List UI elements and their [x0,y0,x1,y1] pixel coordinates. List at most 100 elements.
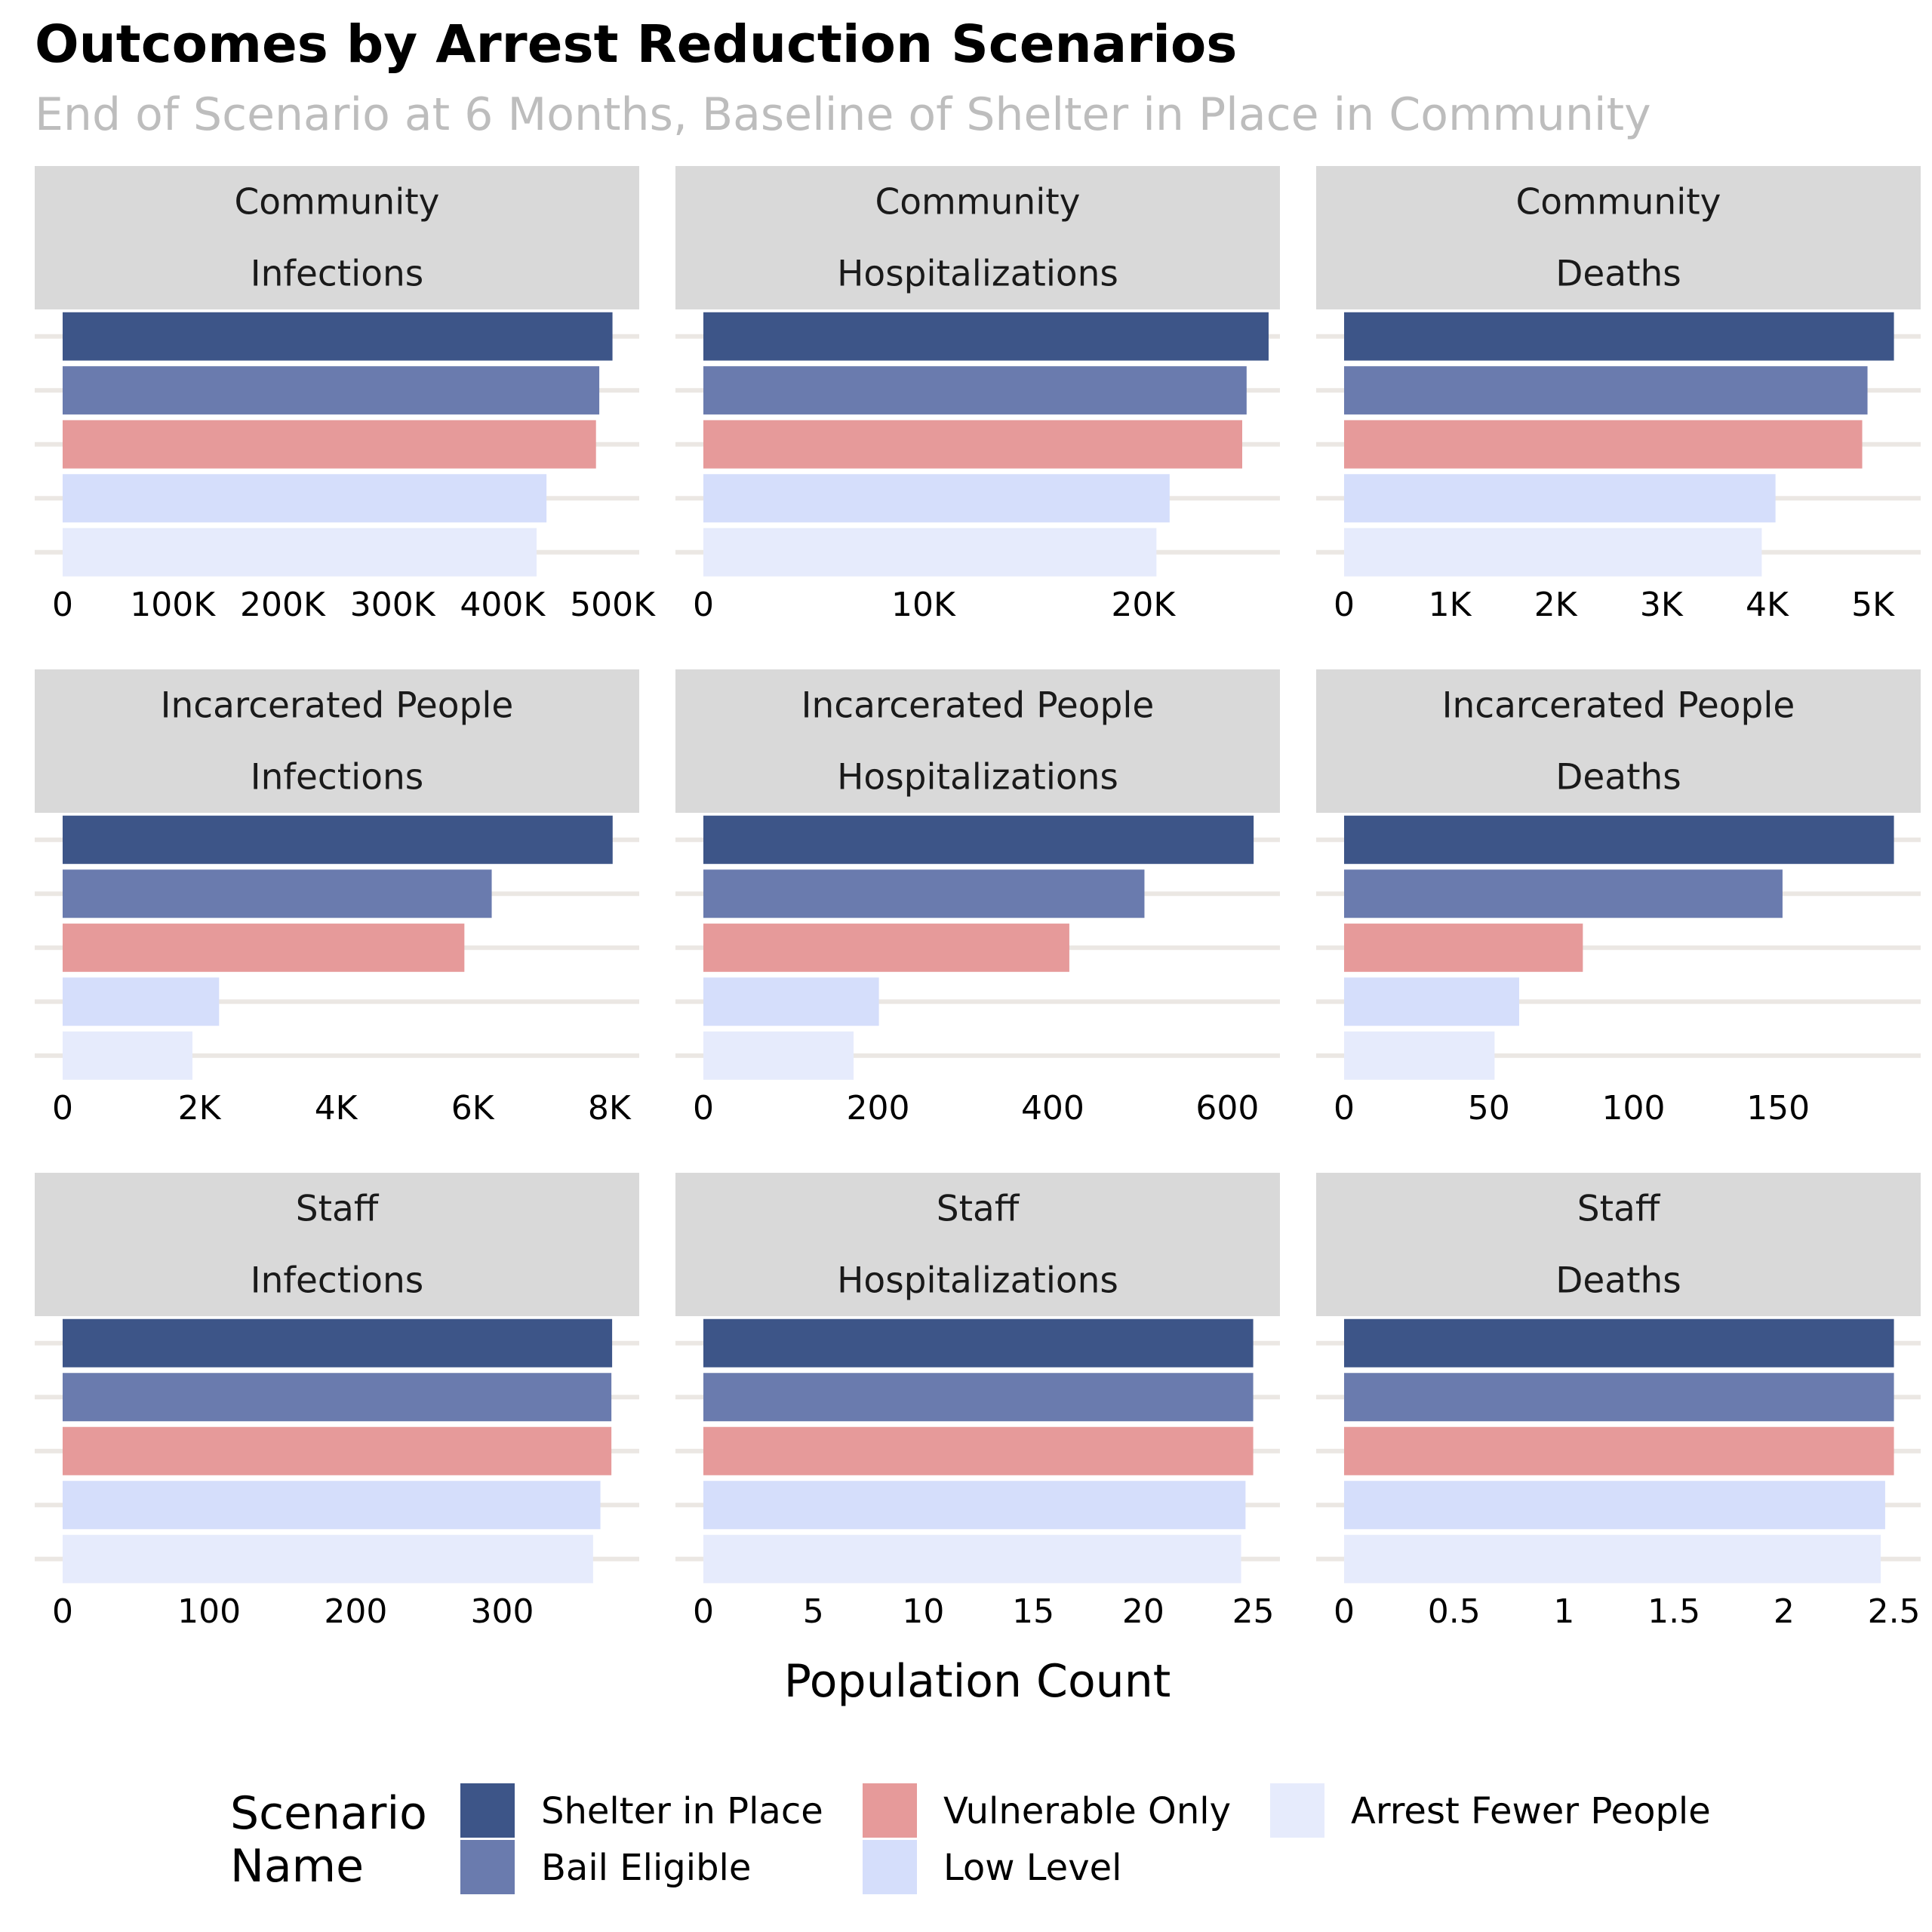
panel-incarcerated-people-infections: Incarcerated People Infections 0 2K 4K 6K 8K [35,669,639,1128]
x-tick-label: 2K [178,1089,222,1128]
panel-staff-infections: Staff Infections 0 100 200 300 [35,1173,639,1631]
legend-key-shelter-in-place [460,1783,515,1838]
bar-arrest-fewer-people [1344,1534,1881,1583]
x-tick-label: 20 [1122,1592,1164,1631]
bar-vulnerable-only [63,923,465,972]
bar-shelter-in-place [63,1318,613,1367]
strip-population [675,669,1280,741]
legend-key-vulnerable-only [863,1783,917,1838]
legend-label-arrest-fewer-people: Arrest Fewer People [1351,1790,1711,1832]
x-tick-label: 20K [1111,586,1176,624]
x-tick-label: 0.5 [1428,1592,1481,1631]
bar-bail-eligible [1344,1373,1894,1422]
legend-label-bail-eligible: Bail Eligible [541,1847,751,1889]
strip-population [35,669,639,741]
x-tick-label: 600 [1195,1089,1259,1128]
bar-low-level [703,977,879,1026]
bar-bail-eligible [703,869,1145,918]
strip-population-label: Staff [1577,1189,1661,1230]
x-tick-label: 500K [570,586,656,624]
strip-population [1316,166,1921,238]
bar-shelter-in-place [63,815,613,864]
x-tick-label: 0 [693,1089,714,1128]
bar-vulnerable-only [1344,420,1863,469]
bar-vulnerable-only [1344,923,1583,972]
strip-population-label: Community [234,182,439,223]
x-tick-label: 4K [1746,586,1789,624]
bar-arrest-fewer-people [703,528,1157,577]
strip-outcome [1316,741,1921,813]
strip-outcome-label: Hospitalizations [837,1260,1118,1302]
x-tick-label: 50 [1468,1089,1510,1128]
x-tick-label: 5 [803,1592,824,1631]
bar-arrest-fewer-people [1344,1031,1495,1080]
bar-shelter-in-place [1344,815,1894,864]
panel-community-deaths: Community Deaths 0 1K 2K 3K 4K 5K [1316,166,1921,624]
legend-title: Scenario [230,1787,427,1840]
strip-outcome-label: Hospitalizations [837,757,1118,798]
strip-population [35,166,639,238]
strip-population [675,166,1280,238]
panel-community-infections: Community Infections 0 100K 200K 300K 400K 500K [35,166,656,624]
x-tick-label: 6K [451,1089,495,1128]
x-tick-label: 1K [1429,586,1472,624]
x-tick-label: 15 [1012,1592,1054,1631]
bar-bail-eligible [703,366,1247,415]
x-tick-label: 300K [350,586,436,624]
legend-label-vulnerable-only: Vulnerable Only [943,1790,1231,1832]
x-axis-title: Population Count [784,1655,1171,1708]
x-tick-label: 0 [1334,1592,1355,1631]
strip-outcome [1316,1244,1921,1316]
chart-subtitle: End of Scenario at 6 Months, Baseline of… [35,88,1651,141]
x-tick-label: 8K [588,1089,632,1128]
strip-outcome [35,238,639,309]
strip-population [1316,1173,1921,1244]
strip-population-label: Incarcerated People [161,685,514,727]
legend-title: Name [230,1840,364,1893]
x-tick-label: 4K [315,1089,358,1128]
x-tick-label: 2 [1774,1592,1795,1631]
bar-vulnerable-only [703,1426,1254,1475]
facet-panels: Community Infections 0 100K 200K 300K 400K 500K… [35,166,1921,1631]
x-tick-label: 5K [1851,586,1895,624]
panel-incarcerated-people-deaths: Incarcerated People Deaths 0 50 100 150 [1316,669,1921,1128]
strip-population-label: Community [1515,182,1721,223]
bar-bail-eligible [63,366,600,415]
bar-shelter-in-place [703,815,1254,864]
x-tick-label: 150 [1746,1089,1810,1128]
x-tick-label: 0 [693,586,714,624]
x-tick-label: 200 [846,1089,909,1128]
strip-population [1316,669,1921,741]
bar-low-level [703,474,1170,523]
strip-population-label: Incarcerated People [801,685,1155,727]
panel-incarcerated-people-hospitalizations: Incarcerated People Hospitalizations 0 200 4… [675,669,1280,1128]
strip-outcome [1316,238,1921,309]
legend-key-low-level [863,1840,917,1894]
x-tick-label: 400K [460,586,546,624]
bar-arrest-fewer-people [703,1534,1241,1583]
x-tick-label: 0 [52,1089,73,1128]
bar-vulnerable-only [703,923,1069,972]
x-tick-label: 100 [177,1592,241,1631]
strip-population-label: Staff [296,1189,380,1230]
strip-outcome [35,741,639,813]
strip-outcome [675,741,1280,813]
x-tick-label: 0 [52,1592,73,1631]
x-tick-label: 10K [891,586,956,624]
x-tick-label: 200 [324,1592,387,1631]
strip-population [675,1173,1280,1244]
bar-low-level [63,977,220,1026]
bar-vulnerable-only [1344,1426,1894,1475]
legend-key-arrest-fewer-people [1270,1783,1324,1838]
panel-community-hospitalizations: Community Hospitalizations 0 10K 20K [675,166,1280,624]
bar-low-level [703,1481,1246,1530]
bar-shelter-in-place [703,1318,1254,1367]
x-tick-label: 2K [1534,586,1578,624]
bar-arrest-fewer-people [63,528,537,577]
bar-low-level [1344,1481,1885,1530]
strip-outcome-label: Infections [251,757,423,798]
x-tick-label: 1 [1553,1592,1574,1631]
strip-outcome-label: Deaths [1555,254,1681,295]
chart-title: Outcomes by Arrest Reduction Scenarios [35,14,1237,75]
